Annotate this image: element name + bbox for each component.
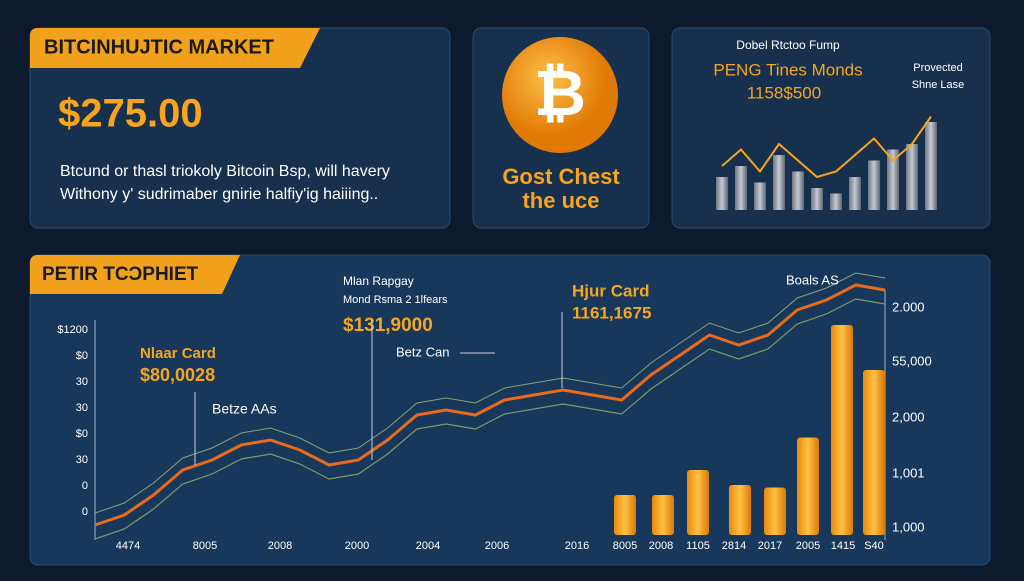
- mini-subtitle: PENG Tines Monds: [713, 60, 862, 79]
- x-label: 2016: [565, 540, 589, 552]
- bar: [863, 370, 885, 535]
- x-label: 4474: [116, 540, 140, 552]
- x-label: 2017: [758, 540, 782, 552]
- x-label: 2008: [268, 540, 292, 552]
- bar: [831, 325, 853, 535]
- annotation: Betze AAs: [212, 401, 277, 417]
- main-title: PETIR TCƆPHIET: [42, 264, 199, 285]
- left-label: 30: [76, 454, 88, 466]
- x-label: 2008: [649, 540, 673, 552]
- mini-bar: [716, 177, 728, 210]
- x-label: 1105: [686, 540, 710, 552]
- x-label: 8005: [613, 540, 637, 552]
- bar: [797, 437, 819, 535]
- mini-bar: [906, 144, 918, 210]
- title-banner: [30, 28, 320, 68]
- annotation: $131,9000: [343, 315, 433, 336]
- right-label: 1,000: [892, 519, 925, 534]
- x-label: 2000: [345, 540, 369, 552]
- mini-bar: [868, 160, 880, 210]
- bar: [652, 495, 674, 535]
- title-banner: [30, 255, 240, 294]
- mini-bar: [773, 155, 785, 210]
- trend-band: [94, 272, 886, 514]
- bitcoin-symbol: ₿: [534, 57, 586, 129]
- annotation: Hjur Card: [572, 281, 649, 300]
- right-label: 55,000: [892, 353, 932, 368]
- left-label: $0: [76, 428, 88, 440]
- mini-bar: [735, 166, 747, 210]
- trend-band: [94, 298, 886, 540]
- bar: [614, 495, 636, 535]
- annotation: Mlan Rapgay: [343, 274, 414, 288]
- right-label: 2.000: [892, 299, 925, 314]
- annotation: Boals AS: [786, 272, 839, 287]
- mini-line: [721, 115, 932, 179]
- mini-bar: [792, 171, 804, 210]
- annotation: Nlaar Card: [140, 345, 216, 362]
- x-label: 2006: [485, 540, 509, 552]
- annotation: 1161,1675: [572, 303, 651, 322]
- mini-note: Shne Lase: [912, 79, 965, 91]
- left-label: $1200: [57, 324, 88, 336]
- mini-bar: [754, 182, 766, 210]
- mini-bar: [830, 193, 842, 210]
- description: Btcund or thasl triokoly Bitcoin Bsp, wi…: [60, 163, 390, 180]
- mini-bar: [925, 122, 937, 210]
- x-label: 8005: [193, 540, 217, 552]
- right-label: 1,001: [892, 465, 925, 480]
- left-label: 0: [82, 480, 88, 492]
- annotation: Betz Can: [396, 344, 449, 359]
- x-label: 2814: [722, 540, 746, 552]
- left-label: 30: [76, 402, 88, 414]
- coin-caption: Gost Chest: [502, 164, 620, 189]
- left-label: 30: [76, 376, 88, 388]
- mini-value: 1158$500: [747, 83, 821, 102]
- mini-bar: [811, 188, 823, 210]
- x-label: S40: [864, 540, 884, 552]
- market-title: BITCINHUJTIC MARKET: [44, 36, 274, 58]
- price-line: [94, 283, 886, 527]
- x-label: 2005: [796, 540, 820, 552]
- bar: [764, 487, 786, 535]
- mini-bar: [849, 177, 861, 210]
- right-label: 2,000: [892, 409, 925, 424]
- left-label: $0: [76, 350, 88, 362]
- mini-bar: [887, 149, 899, 210]
- bitcoin-coin: [502, 37, 618, 153]
- mini-note: Provected: [913, 62, 963, 74]
- annotation: $80,0028: [140, 365, 215, 385]
- description: Withony y' sudrimaber gnirie halfiy'ig h…: [60, 186, 378, 203]
- mini-title: Dobel Rtctoo Fump: [736, 38, 840, 52]
- bar: [729, 485, 751, 535]
- x-label: 1415: [831, 540, 855, 552]
- bar: [687, 470, 709, 535]
- x-label: 2004: [416, 540, 440, 552]
- price: $275.00: [58, 92, 203, 136]
- left-label: 0: [82, 506, 88, 518]
- coin-caption: the uce: [522, 188, 599, 213]
- annotation: Mond Rsma 2 1lfears: [343, 294, 448, 306]
